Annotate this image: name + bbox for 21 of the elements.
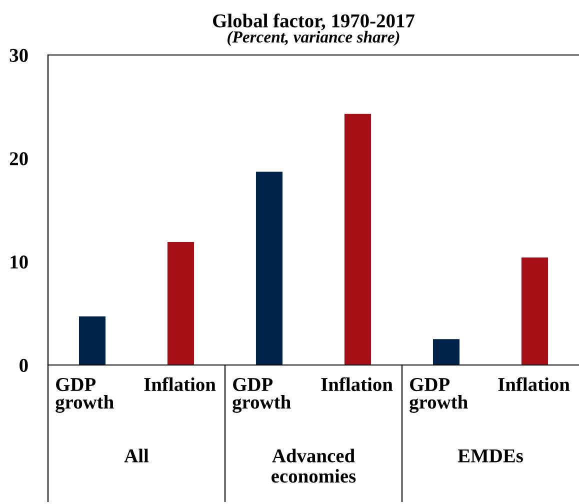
bar xyxy=(256,172,283,365)
y-tick-label: 10 xyxy=(10,255,28,269)
x-tick-label: Inflation xyxy=(144,377,216,392)
bar xyxy=(78,316,106,365)
text: EMDEs xyxy=(458,449,523,462)
text: Advanced economies xyxy=(272,448,356,483)
y-tick-label: 20 xyxy=(10,152,28,166)
bar xyxy=(344,114,372,365)
y-tick-label: 0 xyxy=(20,358,28,372)
x-tick-label: Inflation xyxy=(321,377,393,392)
chart-subtitle: (Percent, variance share) xyxy=(228,30,400,46)
x-tick-label: Inflation xyxy=(498,377,570,392)
y-tick-label: 30 xyxy=(10,48,28,62)
x-tick-label: GDP growth xyxy=(56,378,114,413)
bar xyxy=(432,339,460,365)
text: All xyxy=(124,448,149,462)
bar xyxy=(167,242,194,365)
x-tick-label: GDP growth xyxy=(410,378,468,413)
x-tick-label: GDP growth xyxy=(232,378,291,413)
chart-title: Global factor, 1970-2017 xyxy=(213,14,414,30)
bar xyxy=(521,258,548,365)
